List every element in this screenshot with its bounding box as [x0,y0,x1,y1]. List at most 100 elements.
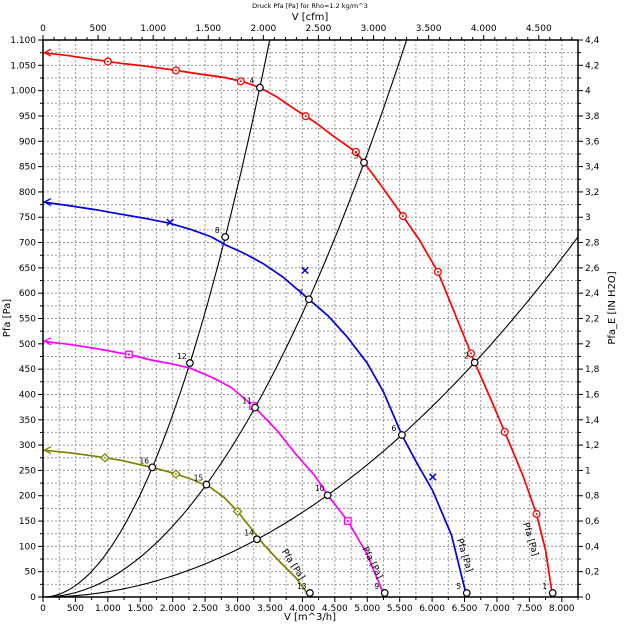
diamond-marker-dot [236,510,239,513]
operating-point [256,83,264,92]
y-tick-label: 400 [19,390,36,400]
x-top-tick-label: 1.000 [140,24,166,34]
diamond-marker-dot [104,456,106,459]
y-right-tick-label: 0,8 [585,492,600,502]
x-marker [166,218,174,227]
x-top-tick-label: 500 [89,24,106,34]
operating-point [304,295,313,304]
operating-point [323,491,332,500]
curve-start-arrow [43,197,52,207]
circle-marker-dot [239,80,242,83]
x-tick-label: 6.000 [419,604,445,614]
x-top-tick-label: 0 [40,24,46,34]
operating-point [548,589,557,597]
x-tick-label: 7.500 [516,604,542,614]
x-tick-label: 5.000 [354,604,380,614]
x-tick-label: 2.000 [160,604,186,614]
operating-point-label: 12 [177,352,187,361]
operating-point [462,589,471,597]
curve-start-arrow [43,337,52,346]
y-tick-label: 950 [19,112,36,122]
y-tick-label: 150 [19,517,36,527]
system-curve-2 [43,39,408,598]
chart-generated-content: Pfa [Pa]Pfa [Pa]Pfa [Pa]Pfa [Pa]48121637… [10,24,599,614]
operating-point-label: 2 [464,352,469,361]
operating-point [470,358,479,367]
x-top-tick-label: 2.500 [306,24,332,34]
chart-title: Druck Pfa [Pa] for Rho=1.2 kg/m^3 [252,2,368,10]
fan-curve-1 [43,51,554,598]
circle-marker-dot [503,430,506,433]
fan-curve-2 [43,201,468,598]
y-right-tick-label: 3,8 [585,112,600,122]
operating-point-label: 8 [215,226,220,235]
curve-label: Pfa [Pa] [520,521,540,557]
y-right-tick-label: 1,2 [585,441,599,451]
y-right-tick-label: 1,4 [585,416,600,426]
operating-point-label: 1 [542,582,547,591]
operating-point [398,431,406,439]
x-top-tick-label: 3.000 [361,24,387,34]
operating-point-label: 6 [392,424,397,433]
y-right-tick-label: 1,8 [585,365,600,375]
y-tick-label: 850 [19,163,36,173]
operating-point-label: 13 [297,582,307,591]
square-marker-dot [127,353,130,356]
y-right-tick-label: 0,2 [585,568,599,578]
x-top-tick-label: 4.000 [471,24,497,34]
y-tick-label: 1.000 [10,87,36,97]
operating-point [221,233,230,241]
operating-point [360,158,368,167]
curve-label: Pfa [Pa] [359,545,384,580]
y-right-tick-label: 4 [585,87,591,97]
operating-point [253,535,261,544]
x-top-axis-title: V [cfm] [292,12,329,23]
circle-marker-dot [354,150,357,153]
x-tick-label: 500 [67,604,84,614]
y-axis-title: Pfa [Pa] [2,299,13,337]
square-marker-dot [346,520,349,523]
operating-point-label: 14 [244,528,254,537]
y-tick-label: 800 [19,188,36,198]
y-right-tick-label: 4,4 [585,36,600,46]
x-tick-label: 2.500 [192,604,218,614]
diamond-marker-dot [175,473,177,475]
y-right-tick-label: 2,6 [585,264,600,274]
circle-marker-dot [535,512,538,515]
operating-point-label: 3 [354,152,359,161]
operating-point-label: 15 [194,474,204,483]
y-tick-label: 550 [19,315,36,325]
y-right-tick-label: 1,6 [585,390,600,400]
operating-point [251,403,259,412]
y-tick-label: 200 [19,492,36,502]
x-tick-label: 4.000 [290,604,316,614]
circle-marker-dot [106,60,109,63]
x-tick-label: 5.500 [387,604,413,614]
y-right-tick-label: 3,2 [585,188,599,198]
y-tick-label: 0 [30,593,36,603]
y-right-tick-label: 4,2 [585,61,599,71]
y-right-tick-label: 3 [585,213,591,223]
y-tick-label: 500 [19,340,36,350]
x-top-tick-label: 4.500 [526,24,552,34]
x-tick-label: 1.000 [95,604,121,614]
y-tick-label: 750 [19,213,36,223]
y-right-tick-label: 2,2 [585,315,599,325]
y-tick-label: 600 [19,289,36,299]
x-tick-label: 1.500 [127,604,153,614]
x-top-tick-label: 1.500 [195,24,221,34]
operating-point [185,359,194,367]
y-right-tick-label: 0 [585,593,591,603]
y-tick-label: 1.100 [10,36,36,46]
x-top-tick-label: 2.000 [250,24,276,34]
operating-point [148,463,157,472]
y-tick-label: 350 [19,416,36,426]
y-right-tick-label: 3,6 [585,137,600,147]
circle-marker-dot [470,352,472,355]
system-curve-1 [43,39,271,598]
y-right-tick-label: 2 [585,340,591,350]
operating-point-label: 16 [139,456,149,465]
operating-point [202,480,211,489]
